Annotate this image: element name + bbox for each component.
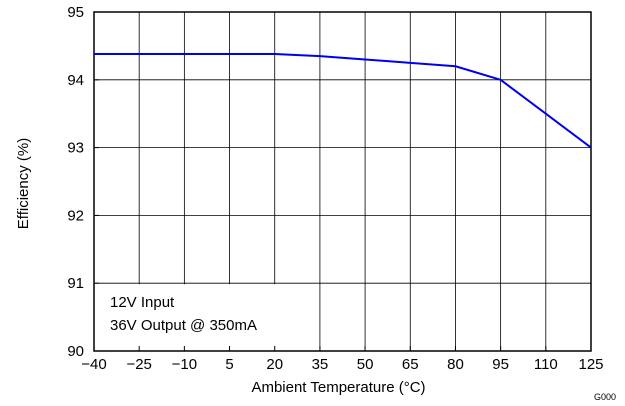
annotation-box <box>95 284 318 350</box>
x-axis-tick-labels: −40 −25 −10 5 20 35 50 65 80 95 110 125 <box>81 356 603 373</box>
axis-ticks <box>93 11 592 352</box>
x-tick-label: −40 <box>81 356 106 373</box>
x-tick-label: 80 <box>447 356 464 373</box>
x-tick-label: −25 <box>126 356 151 373</box>
y-tick-label: 92 <box>67 207 84 224</box>
x-tick-label: 50 <box>357 356 374 373</box>
grid-lines <box>94 12 591 351</box>
y-tick-label: 91 <box>67 275 84 292</box>
y-tick-label: 95 <box>67 4 84 21</box>
x-tick-label: 125 <box>578 356 603 373</box>
x-tick-label: 5 <box>225 356 233 373</box>
x-axis-title: Ambient Temperature (°C) <box>251 379 425 396</box>
plot-area-frame <box>93 11 592 352</box>
y-tick-label: 94 <box>67 72 84 89</box>
y-axis-tick-labels: 90 91 92 93 94 95 <box>67 4 84 360</box>
annotation-output: 36V Output @ 350mA <box>110 317 257 334</box>
y-axis-title: Efficiency (%) <box>15 138 32 229</box>
efficiency-line <box>94 53 592 149</box>
x-tick-label: 65 <box>402 356 419 373</box>
x-tick-label: 95 <box>492 356 509 373</box>
y-tick-label: 93 <box>67 140 84 157</box>
figure-id: G000 <box>594 392 616 402</box>
x-tick-label: 110 <box>534 356 558 373</box>
x-tick-label: −10 <box>172 356 197 373</box>
x-tick-label: 35 <box>312 356 329 373</box>
data-series <box>94 53 592 149</box>
y-tick-label: 90 <box>67 343 84 360</box>
annotation-input: 12V Input <box>110 294 175 311</box>
x-tick-label: 20 <box>266 356 283 373</box>
